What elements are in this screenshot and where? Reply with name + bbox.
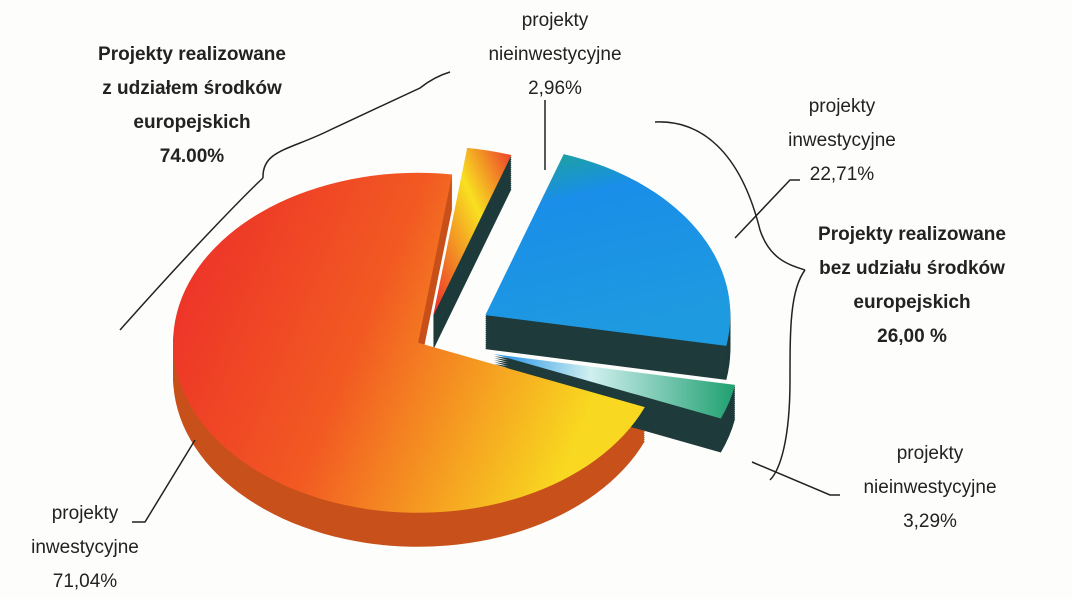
slice xyxy=(494,354,736,419)
slice-category: projekty nieinwestycyjne xyxy=(488,10,622,65)
leader-line xyxy=(734,179,800,239)
group-label-line: europejskich xyxy=(853,292,971,313)
leaders xyxy=(119,71,840,523)
slice-value: 71,04% xyxy=(52,571,118,592)
slice-category: projekty nieinwestycyjne xyxy=(863,443,997,498)
slice-label: projekty nieinwestycyjne 3,29% xyxy=(863,437,996,539)
leader-line xyxy=(132,439,196,523)
group-label-line: europejskich xyxy=(133,112,251,133)
group-bracket xyxy=(769,269,806,481)
group-label: Projekty realizowane bez udziału środków… xyxy=(818,218,1006,354)
slice-value: 3,29% xyxy=(903,511,957,532)
slice-value: 2,96% xyxy=(528,78,582,99)
group-label-line: z udziałem środków xyxy=(102,78,282,99)
group-bracket xyxy=(654,121,806,271)
group-label: Projekty realizowane z udziałem środków … xyxy=(98,38,286,174)
slice-value: 22,71% xyxy=(809,164,875,185)
slice-label: projekty inwestycyjne 22,71% xyxy=(788,90,896,192)
slice-label: projekty nieinwestycyjne 2,96% xyxy=(488,4,621,106)
slice-category: projekty inwestycyjne xyxy=(31,503,139,558)
slice xyxy=(485,154,731,346)
slice xyxy=(433,147,512,317)
group-label-line: bez udziału środków xyxy=(819,258,1005,279)
pie xyxy=(173,147,736,547)
slice-label: projekty inwestycyjne 71,04% xyxy=(31,497,139,599)
group-label-line: Projekty realizowane xyxy=(818,224,1006,245)
slice xyxy=(173,172,645,513)
group-bracket xyxy=(119,177,264,331)
group-label-line: Projekty realizowane xyxy=(98,44,286,65)
group-value: 26,00 % xyxy=(877,326,947,347)
leader-line xyxy=(751,461,840,496)
group-bracket xyxy=(262,71,451,179)
slice-category: projekty inwestycyjne xyxy=(788,96,896,151)
group-value: 74.00% xyxy=(159,146,225,167)
